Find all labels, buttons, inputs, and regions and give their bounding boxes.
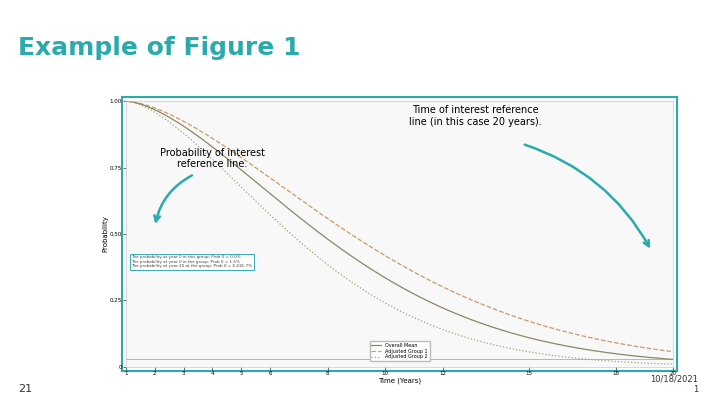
Text: Example of Figure 1: Example of Figure 1 <box>18 36 300 60</box>
Adjusted Group 1 <box>656 347 665 352</box>
Text: The probability at year 0 in this group: Prob 0 = 0.0%
The probability at year 0: The probability at year 0 in this group:… <box>132 255 253 268</box>
Text: Time of interest reference
line (in this case 20 years).: Time of interest reference line (in this… <box>409 105 541 127</box>
Adjusted Group 1 <box>385 256 394 260</box>
Text: Probability of interest
reference line.: Probability of interest reference line. <box>160 148 265 169</box>
Adjusted Group 2 <box>656 361 665 366</box>
X-axis label: Time (Years): Time (Years) <box>378 377 421 384</box>
Adjusted Group 2 <box>447 330 456 335</box>
Adjusted Group 1 <box>570 332 579 337</box>
Text: 21: 21 <box>18 384 32 394</box>
Overall Mean <box>656 356 665 361</box>
Line: Overall Mean: Overall Mean <box>126 101 673 359</box>
Line: Adjusted Group 1: Adjusted Group 1 <box>126 101 673 352</box>
Adjusted Group 1 <box>447 289 456 294</box>
Text: 10/18/2021
1: 10/18/2021 1 <box>651 374 698 394</box>
Overall Mean <box>570 345 579 350</box>
Adjusted Group 2 <box>570 356 579 360</box>
Overall Mean <box>447 309 456 314</box>
Adjusted Group 2 <box>122 99 130 104</box>
Adjusted Group 2 <box>385 303 394 308</box>
Legend: Overall Mean, Adjusted Group 1, Adjusted Group 2: Overall Mean, Adjusted Group 1, Adjusted… <box>369 341 430 361</box>
Overall Mean <box>418 296 426 301</box>
Overall Mean <box>382 276 390 281</box>
Adjusted Group 2 <box>382 301 390 306</box>
Adjusted Group 2 <box>418 319 426 324</box>
Adjusted Group 1 <box>122 99 130 104</box>
Adjusted Group 2 <box>669 362 678 367</box>
Overall Mean <box>122 99 130 104</box>
Overall Mean <box>385 278 394 283</box>
Adjusted Group 1 <box>418 274 426 279</box>
Overall Mean <box>669 357 678 362</box>
Line: Adjusted Group 2: Adjusted Group 2 <box>126 101 673 364</box>
Y-axis label: Probability: Probability <box>102 215 108 252</box>
Adjusted Group 1 <box>669 349 678 354</box>
Adjusted Group 1 <box>382 254 390 258</box>
